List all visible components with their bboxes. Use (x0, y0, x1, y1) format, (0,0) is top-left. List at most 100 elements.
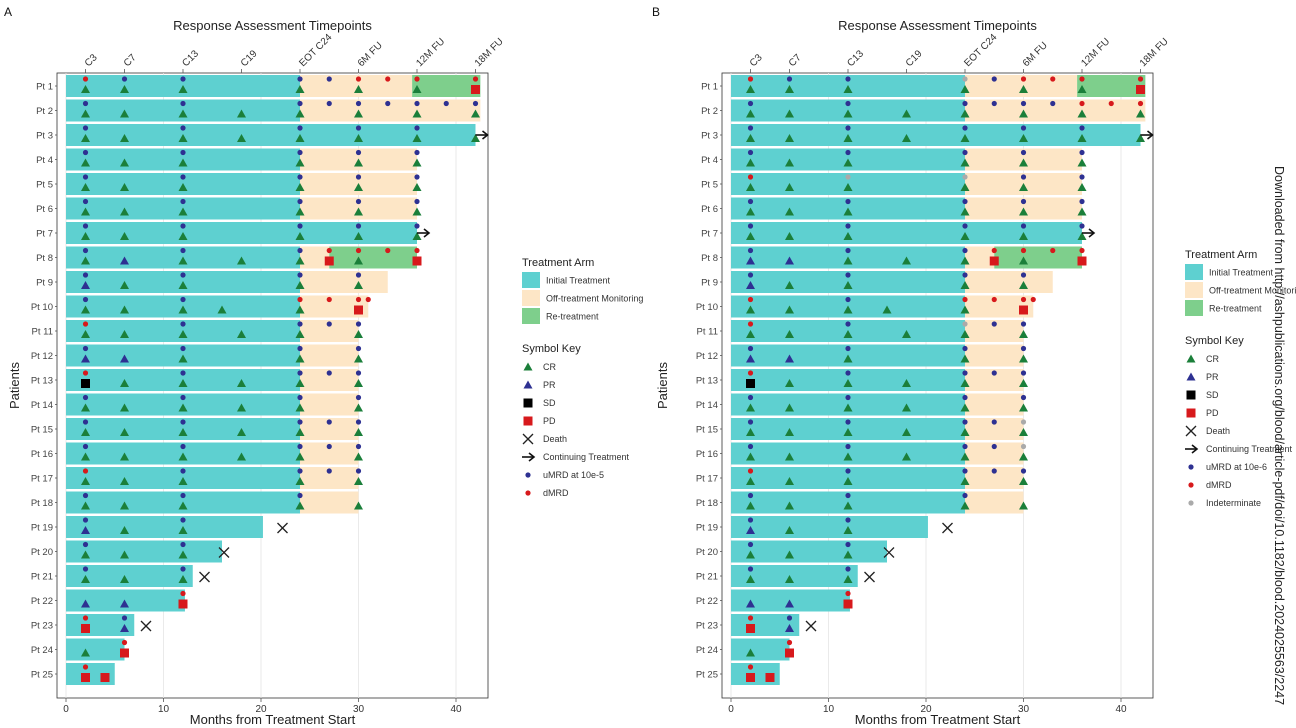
mrd-umrd (747, 198, 754, 205)
response-cr (746, 232, 755, 240)
timepoint-label-text: 18M FU (473, 36, 506, 69)
mrd-dmrd (82, 615, 89, 621)
response-cr (960, 158, 970, 167)
response-cr (120, 575, 129, 583)
response-cr (120, 305, 129, 314)
response-cr (471, 134, 480, 142)
response-cr (178, 526, 188, 534)
mrd-umrd (355, 443, 362, 450)
response-cr (1077, 207, 1087, 216)
legend-symbol-label: Continuing Treatment (1206, 444, 1293, 454)
mrd-dmrd (1020, 296, 1027, 303)
mrd-umrd (845, 468, 851, 474)
response-cr (785, 428, 794, 436)
response-pd (100, 673, 110, 682)
patient-label: Pt 10 (696, 302, 718, 313)
mrd-umrd (747, 223, 754, 229)
response-pr (81, 526, 90, 534)
response-cr (354, 109, 363, 118)
timepoint-label: C19 (904, 48, 925, 69)
timepoint-label-text: C13 (845, 48, 866, 69)
mrd-umrd (1020, 370, 1027, 376)
response-cr (295, 256, 305, 265)
legend-symbol-label: CR (1206, 354, 1219, 364)
mrd-umrd (962, 443, 968, 450)
bar-initial (66, 222, 417, 244)
mrd-umrd (355, 321, 362, 327)
mrd-umrd (962, 100, 968, 107)
mrd-umrd (747, 345, 754, 352)
response-cr (843, 452, 853, 461)
patient-label: Pt 22 (31, 596, 53, 607)
mrd-dmrd (82, 664, 89, 670)
mrd-umrd (845, 76, 851, 82)
timepoint-label-text: 12M FU (1079, 36, 1112, 69)
response-cr (746, 158, 755, 167)
patient-row: Pt 15 (696, 418, 1028, 440)
mrd-umrd (1020, 345, 1027, 352)
response-cr (120, 109, 129, 118)
patient-label: Pt 2 (36, 106, 53, 117)
patient-label: Pt 8 (36, 253, 53, 264)
response-cr (120, 85, 129, 93)
patient-row: Pt 13 (696, 369, 1028, 391)
patient-row: Pt 8 (701, 246, 1087, 269)
timepoint-label-text: 6M FU (1021, 40, 1050, 69)
patient-row: Pt 10 (31, 295, 371, 318)
response-cr (902, 428, 911, 436)
x-tick-label: 30 (1018, 704, 1030, 715)
patient-label: Pt 7 (701, 229, 718, 240)
mrd-umrd (82, 443, 89, 450)
response-cr (1077, 134, 1087, 142)
mrd-umrd (297, 100, 303, 107)
response-cr (354, 501, 363, 510)
response-pr (120, 354, 129, 363)
patient-label: Pt 7 (36, 229, 53, 240)
mrd-dmrd (385, 76, 391, 82)
response-cr (960, 109, 970, 118)
mrd-umrd (82, 492, 89, 499)
response-cr (354, 403, 363, 412)
patient-label: Pt 22 (696, 596, 718, 607)
response-cr (178, 330, 188, 338)
bar-off (965, 369, 1024, 391)
mrd-dmrd (180, 590, 186, 597)
mrd-umrd (297, 443, 303, 450)
panel-a: A Response Assessment Timepoints C3 C7 C13 C1… (4, 5, 643, 727)
bar-off (965, 99, 1146, 122)
patient-label: Pt 23 (696, 621, 718, 632)
mrd-umrd (180, 76, 186, 82)
x-tick-label: 30 (353, 704, 365, 715)
response-cr (746, 134, 755, 142)
response-cr (1019, 501, 1028, 510)
death-marker (218, 547, 230, 558)
response-cr (81, 256, 90, 265)
bar-initial (731, 638, 790, 661)
mrd-umrd (747, 492, 754, 499)
response-cr (354, 379, 363, 387)
response-cr (902, 403, 911, 412)
patient-label: Pt 20 (696, 547, 718, 558)
timepoint-label-text: C19 (239, 48, 260, 69)
patient-label: Pt 21 (31, 572, 53, 583)
response-cr (785, 403, 794, 412)
mrd-umrd (845, 566, 851, 572)
response-pr (746, 599, 755, 608)
mrd-umrd (355, 272, 362, 278)
legend-arm-swatch (522, 308, 540, 324)
mrd-dmrd (1108, 100, 1114, 107)
response-cr (902, 256, 911, 265)
legend-symbol-label: Indeterminate (1206, 498, 1261, 508)
patient-label: Pt 24 (31, 645, 53, 656)
mrd-umrd (962, 492, 968, 499)
legend-symbol-label: SD (1206, 390, 1219, 400)
bar-off (300, 418, 359, 440)
patient-label: Pt 16 (31, 449, 53, 460)
response-cr (295, 183, 305, 191)
response-cr (178, 207, 188, 216)
response-pd (178, 599, 188, 609)
mrd-umrd (962, 247, 968, 254)
bar-off (300, 295, 369, 318)
mrd-umrd (82, 198, 89, 205)
legend-symbol-label: SD (543, 398, 556, 408)
